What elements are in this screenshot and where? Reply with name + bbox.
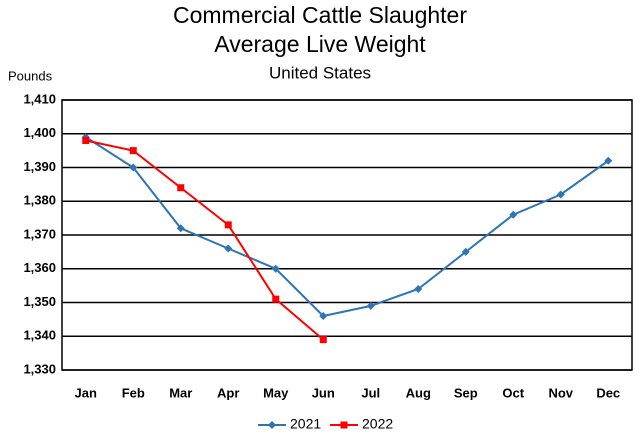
marker <box>224 221 232 229</box>
x-tick-label: Oct <box>502 385 524 400</box>
marker <box>272 295 280 303</box>
marker <box>604 156 613 165</box>
y-tick-label: 1,390 <box>23 159 56 174</box>
x-tick-label: Mar <box>169 385 192 400</box>
chart-subtitle: United States <box>269 63 371 82</box>
marker <box>556 190 565 199</box>
legend-label: 2021 <box>290 416 321 432</box>
marker <box>414 285 423 293</box>
marker <box>129 147 137 155</box>
y-tick-label: 1,330 <box>23 361 56 376</box>
marker <box>82 137 90 144</box>
marker <box>176 224 185 233</box>
marker <box>271 264 280 273</box>
x-tick-label: Sep <box>454 385 478 400</box>
x-tick-label: Jul <box>361 385 380 400</box>
y-axis-label: Pounds <box>8 68 53 83</box>
marker <box>224 244 233 253</box>
marker <box>268 421 276 429</box>
x-tick-label: Dec <box>596 385 620 400</box>
x-tick-label: Aug <box>406 385 431 400</box>
x-tick-label: Nov <box>548 385 573 400</box>
x-tick-label: May <box>263 385 289 400</box>
x-tick-label: Jun <box>312 385 335 400</box>
chart-title: Commercial Cattle Slaughter <box>173 2 467 28</box>
legend-label: 2022 <box>362 416 393 432</box>
x-tick-label: Feb <box>122 385 145 400</box>
marker <box>366 301 375 310</box>
marker <box>129 163 138 172</box>
plot-border <box>61 99 633 371</box>
chart-title: Average Live Weight <box>214 31 426 57</box>
x-tick-label: Jan <box>75 385 97 400</box>
series-line <box>85 139 324 341</box>
x-tick-label: Apr <box>217 385 239 400</box>
marker <box>509 210 518 219</box>
y-tick-label: 1,400 <box>23 125 56 140</box>
marker <box>177 184 185 192</box>
marker <box>319 312 328 320</box>
y-tick-label: 1,350 <box>23 294 56 309</box>
y-tick-label: 1,380 <box>23 193 56 208</box>
marker <box>461 247 470 256</box>
marker <box>340 421 348 429</box>
y-tick-label: 1,340 <box>23 328 56 343</box>
y-tick-label: 1,360 <box>23 260 56 275</box>
y-tick-label: 1,410 <box>23 91 56 106</box>
series-line <box>85 136 609 318</box>
y-tick-label: 1,370 <box>23 226 56 241</box>
marker <box>319 336 327 344</box>
